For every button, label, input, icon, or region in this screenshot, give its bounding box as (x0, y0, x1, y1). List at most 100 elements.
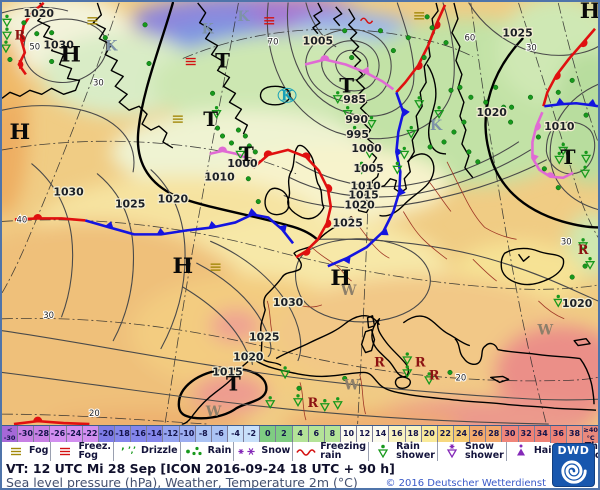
graticule-label: 50 (29, 42, 40, 52)
dwd-logo: DWD (552, 443, 595, 487)
low-pressure-center: T (339, 73, 354, 97)
isobar-label: 1020 (233, 351, 264, 364)
scale-cell: < -30 (2, 426, 18, 443)
graticule-label: 20 (89, 408, 100, 418)
wx-rain-icon (461, 119, 467, 125)
wx-shower-icon (402, 352, 413, 366)
isobar-label: 1015 (212, 365, 242, 378)
legend-label: Drizzle (141, 445, 178, 457)
wx-rain-icon (527, 94, 533, 100)
wx-rain-icon (541, 166, 547, 172)
wx-shower-icon (265, 396, 276, 409)
wx-thunder-icon: R (429, 368, 440, 383)
snow-shower-icon (446, 444, 458, 459)
cold-front (544, 97, 598, 108)
scale-cell: -30 (17, 426, 34, 443)
isobars (2, 2, 598, 425)
scale-cell: 30 (501, 426, 518, 443)
isobar-label: 1025 (502, 27, 532, 40)
scale-cell: -8 (194, 426, 211, 443)
occluded-front (531, 111, 574, 180)
dwd-logo-text: DWD (557, 444, 590, 457)
scale-cell: 10 (339, 426, 357, 443)
wx-rain-icon (342, 375, 348, 381)
wx-shower-icon (342, 106, 353, 119)
high-pressure-center: H (10, 119, 31, 145)
isobar-label: 1020 (562, 297, 593, 310)
svg-text:R: R (429, 368, 440, 383)
isobar-label: 1020 (344, 199, 375, 212)
wx-rain-icon (219, 133, 226, 139)
wx-rain-icon (493, 84, 499, 90)
dwd-spiral-icon (560, 460, 587, 484)
svg-text:’: ’ (131, 451, 134, 460)
wx-shower-icon (280, 366, 291, 380)
scale-cell: 28 (485, 426, 502, 443)
svg-text:’: ’ (133, 446, 136, 455)
scale-cell: -26 (49, 426, 66, 443)
high-pressure-center: H (330, 265, 351, 291)
legend-item-freezing-rain: Freezing rain (292, 442, 368, 461)
graticule-label: 40 (16, 214, 27, 224)
isobar-label: 1015 (348, 189, 378, 202)
wx-rain-icon (483, 99, 489, 105)
isobar-label: 1010 (544, 120, 575, 133)
scale-cell: -2 (243, 426, 260, 443)
wx-freezing-fog-icon (264, 17, 275, 25)
svg-text:R: R (374, 355, 385, 370)
wx-rain-icon (501, 104, 507, 110)
scale-cell: -18 (113, 426, 131, 443)
isobar-label: 1030 (273, 296, 304, 309)
legend-label: Snow (261, 445, 291, 457)
high-pressure-center: H (60, 42, 81, 68)
temperature-color-scale: < -30 -30 -28 -26 -24 -22 -20 -18 -16 -14 -12 -10 -8… (2, 425, 598, 443)
wx-shower-icon (580, 165, 591, 179)
wx-rain-icon (210, 90, 216, 96)
high-pressure-center: H (580, 2, 598, 24)
scale-cell: -12 (162, 426, 179, 443)
scale-cell: 36 (549, 426, 566, 443)
graticule-label: 30 (43, 310, 54, 320)
fronts (13, 2, 598, 425)
wx-rain-icon (509, 104, 515, 110)
wx-rain-icon (555, 89, 561, 95)
scale-cell: 24 (452, 426, 470, 443)
wx-fog-icon (210, 263, 221, 271)
wx-fog-icon (87, 17, 98, 25)
wx-rain-icon (245, 176, 251, 182)
legend-label: Snow shower (464, 441, 504, 461)
scale-cell: -14 (146, 426, 163, 443)
snow-icon (238, 448, 255, 455)
low-pressure-center: T (226, 371, 241, 395)
legend-item-snow: Snow (233, 442, 292, 461)
wx-rain-icon (451, 129, 457, 135)
wx-shower-icon (366, 115, 377, 129)
synoptic-map: R R R R R R 1020 1030 1030 1025 1020 1000 1010 1005 10… (2, 2, 598, 425)
wx-shower-icon (424, 372, 435, 386)
wx-rain-icon (468, 94, 474, 100)
wx-rain-icon (377, 28, 383, 34)
cold-front (327, 91, 410, 268)
wx-thunder-icon: R (308, 396, 319, 411)
wx-rain-icon (215, 125, 221, 131)
air-mass-label: K (202, 22, 215, 38)
wx-shower-icon (211, 106, 222, 119)
scale-cell: 32 (517, 426, 534, 443)
scale-cell: 34 (533, 426, 550, 443)
wx-rain-icon (508, 119, 514, 125)
legend-item-snow-shower: Snow shower (436, 441, 506, 461)
air-mass-label: K (281, 88, 294, 104)
graticule-label: 30 (561, 236, 572, 246)
scale-cell: 8 (323, 426, 340, 443)
wx-rain-icon (421, 55, 427, 61)
svg-text:’: ’ (121, 447, 125, 458)
wx-shower-icon (558, 142, 569, 156)
isobar-label: 1000 (227, 157, 258, 170)
graticule-label: 30 (93, 77, 104, 87)
wx-rain-icon (427, 144, 433, 150)
low-pressure-center: T (239, 142, 254, 166)
svg-text:R: R (308, 396, 319, 411)
scale-cell: -24 (65, 426, 82, 443)
wx-freezing-rain-icon (359, 17, 374, 25)
